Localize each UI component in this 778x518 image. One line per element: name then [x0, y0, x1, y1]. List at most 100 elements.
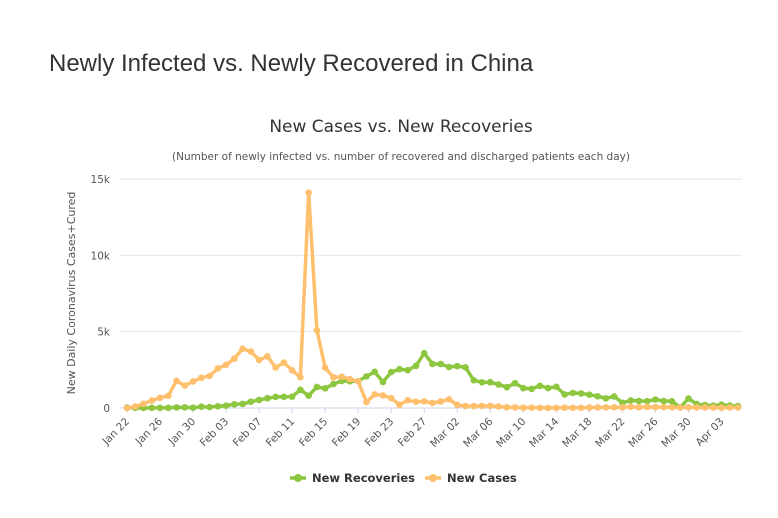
data-point[interactable] — [470, 377, 478, 384]
data-point[interactable] — [544, 384, 552, 392]
data-point[interactable] — [668, 397, 676, 405]
data-point[interactable] — [693, 404, 701, 411]
data-point[interactable] — [379, 378, 387, 386]
data-point[interactable] — [561, 391, 568, 398]
data-point[interactable] — [734, 404, 742, 411]
legend-item[interactable]: New Cases — [425, 471, 517, 485]
data-point[interactable] — [239, 345, 246, 353]
data-point[interactable] — [412, 398, 420, 406]
data-point[interactable] — [164, 404, 172, 412]
data-point[interactable] — [156, 404, 164, 412]
data-point[interactable] — [272, 364, 279, 371]
data-point[interactable] — [726, 404, 734, 411]
data-point[interactable] — [586, 404, 593, 411]
data-point[interactable] — [577, 390, 585, 397]
data-point[interactable] — [305, 392, 312, 399]
data-point[interactable] — [181, 382, 189, 389]
data-point[interactable] — [635, 397, 643, 405]
data-point[interactable] — [412, 362, 420, 370]
data-point[interactable] — [363, 373, 370, 380]
data-point[interactable] — [528, 404, 535, 411]
data-point[interactable] — [156, 394, 164, 402]
data-point[interactable] — [685, 395, 692, 402]
data-point[interactable] — [437, 360, 445, 368]
data-point[interactable] — [404, 396, 412, 404]
data-point[interactable] — [181, 404, 189, 411]
data-point[interactable] — [297, 373, 304, 381]
data-point[interactable] — [652, 396, 659, 403]
data-point[interactable] — [553, 404, 560, 412]
data-point[interactable] — [148, 397, 156, 404]
data-point[interactable] — [577, 404, 585, 412]
data-point[interactable] — [610, 393, 618, 400]
data-point[interactable] — [586, 391, 593, 398]
data-point[interactable] — [594, 392, 601, 400]
data-point[interactable] — [453, 401, 461, 409]
data-point[interactable] — [652, 403, 659, 411]
data-point[interactable] — [288, 393, 296, 400]
data-point[interactable] — [330, 380, 337, 388]
data-point[interactable] — [379, 392, 387, 399]
data-point[interactable] — [503, 404, 511, 411]
data-point[interactable] — [544, 404, 552, 412]
data-point[interactable] — [387, 368, 395, 376]
data-point[interactable] — [701, 404, 709, 411]
data-point[interactable] — [676, 404, 684, 411]
data-point[interactable] — [660, 403, 667, 411]
data-point[interactable] — [231, 400, 238, 408]
data-point[interactable] — [173, 377, 180, 385]
data-point[interactable] — [330, 374, 337, 381]
data-point[interactable] — [462, 364, 469, 371]
data-point[interactable] — [206, 372, 213, 380]
data-point[interactable] — [222, 402, 230, 409]
data-point[interactable] — [453, 362, 461, 370]
data-point[interactable] — [553, 383, 560, 391]
data-point[interactable] — [437, 398, 445, 405]
data-point[interactable] — [478, 402, 486, 410]
data-point[interactable] — [718, 404, 725, 412]
data-point[interactable] — [371, 391, 379, 398]
data-point[interactable] — [164, 392, 172, 400]
data-point[interactable] — [685, 403, 692, 411]
data-point[interactable] — [198, 374, 205, 382]
data-point[interactable] — [643, 403, 651, 411]
data-point[interactable] — [255, 356, 263, 364]
data-point[interactable] — [255, 396, 263, 404]
data-point[interactable] — [338, 373, 345, 381]
data-point[interactable] — [528, 385, 535, 393]
data-point[interactable] — [396, 401, 403, 409]
data-point[interactable] — [602, 404, 610, 411]
data-point[interactable] — [280, 359, 288, 366]
data-point[interactable] — [709, 404, 717, 411]
data-point[interactable] — [420, 349, 428, 357]
legend-label[interactable]: New Cases — [447, 471, 517, 485]
data-point[interactable] — [272, 393, 279, 401]
data-point[interactable] — [321, 364, 329, 371]
data-point[interactable] — [594, 404, 601, 411]
data-point[interactable] — [247, 348, 255, 355]
data-point[interactable] — [354, 378, 362, 385]
data-point[interactable] — [462, 402, 469, 410]
data-point[interactable] — [313, 383, 321, 391]
data-point[interactable] — [487, 402, 494, 410]
data-point[interactable] — [478, 379, 486, 386]
data-point[interactable] — [371, 368, 379, 376]
data-point[interactable] — [313, 326, 321, 334]
data-point[interactable] — [445, 363, 453, 371]
data-point[interactable] — [569, 404, 577, 412]
data-point[interactable] — [420, 398, 428, 405]
data-point[interactable] — [297, 386, 304, 394]
data-point[interactable] — [429, 360, 436, 368]
data-point[interactable] — [668, 404, 676, 411]
data-point[interactable] — [346, 375, 354, 383]
data-point[interactable] — [123, 404, 131, 412]
data-point[interactable] — [404, 366, 412, 374]
data-point[interactable] — [214, 402, 222, 410]
data-point[interactable] — [148, 404, 156, 412]
data-point[interactable] — [131, 403, 139, 410]
data-point[interactable] — [445, 395, 453, 403]
data-point[interactable] — [627, 403, 634, 411]
data-point[interactable] — [635, 403, 643, 411]
data-point[interactable] — [487, 378, 494, 386]
data-point[interactable] — [495, 381, 502, 388]
